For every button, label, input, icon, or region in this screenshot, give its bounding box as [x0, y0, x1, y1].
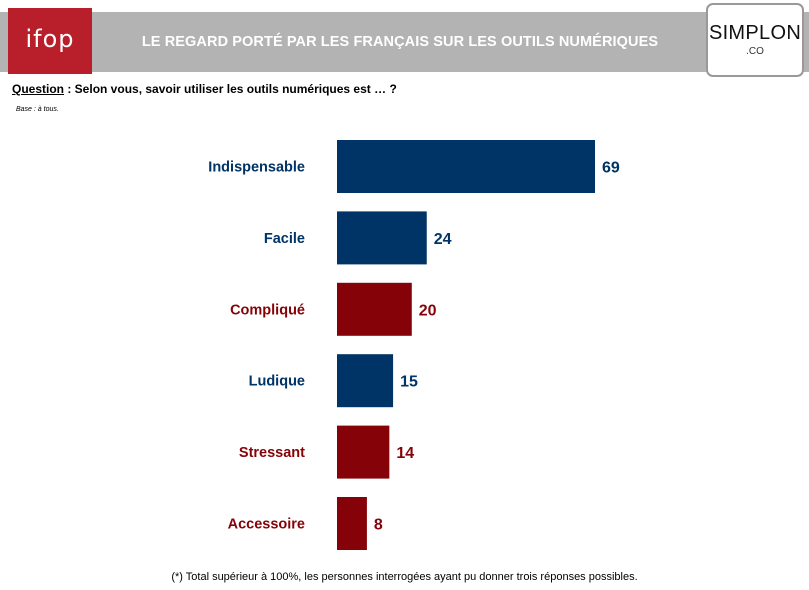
footnote: (*) Total supérieur à 100%, les personne…: [171, 571, 638, 583]
category-label-ludique: Ludique: [249, 374, 305, 390]
ifop-logo: ifop: [8, 8, 92, 74]
category-label-facile: Facile: [264, 231, 305, 247]
category-label-stressant: Stressant: [239, 445, 305, 461]
category-label-complique: Compliqué: [230, 302, 305, 318]
bar-ludique: [337, 354, 394, 408]
category-label-indispensable: Indispensable: [208, 160, 305, 176]
question-text: : Selon vous, savoir utiliser les outils…: [64, 82, 397, 96]
question-label: Question: [12, 82, 65, 96]
value-label-facile: 24: [434, 231, 452, 248]
bar-stressant: [337, 425, 390, 479]
category-label-accessoire: Accessoire: [228, 517, 305, 533]
simplon-logo: SIMPLON .CO: [706, 3, 804, 77]
bar-complique: [337, 282, 412, 336]
bar-chart: Indispensable 69 Facile 24 Compliqué 20 Ludiqu…: [208, 140, 620, 550]
ifop-logo-text: ifop: [25, 25, 75, 53]
bar-accessoire: [337, 497, 367, 550]
value-label-accessoire: 8: [374, 517, 383, 534]
bar-facile: [337, 211, 427, 265]
base-note: Base : à tous.: [16, 106, 59, 113]
question-line: Question : Selon vous, savoir utiliser l…: [12, 82, 397, 96]
simplon-logo-suffix: .CO: [746, 46, 764, 57]
bar-indispensable: [337, 140, 595, 193]
header-bar: LE REGARD PORTÉ PAR LES FRANÇAIS SUR LES…: [0, 12, 809, 72]
value-label-ludique: 15: [400, 374, 418, 391]
simplon-logo-text: SIMPLON: [708, 22, 802, 44]
page-title: LE REGARD PORTÉ PAR LES FRANÇAIS SUR LES…: [141, 34, 659, 50]
value-label-indispensable: 69: [602, 160, 620, 177]
value-label-complique: 20: [419, 302, 437, 319]
value-label-stressant: 14: [396, 445, 414, 462]
